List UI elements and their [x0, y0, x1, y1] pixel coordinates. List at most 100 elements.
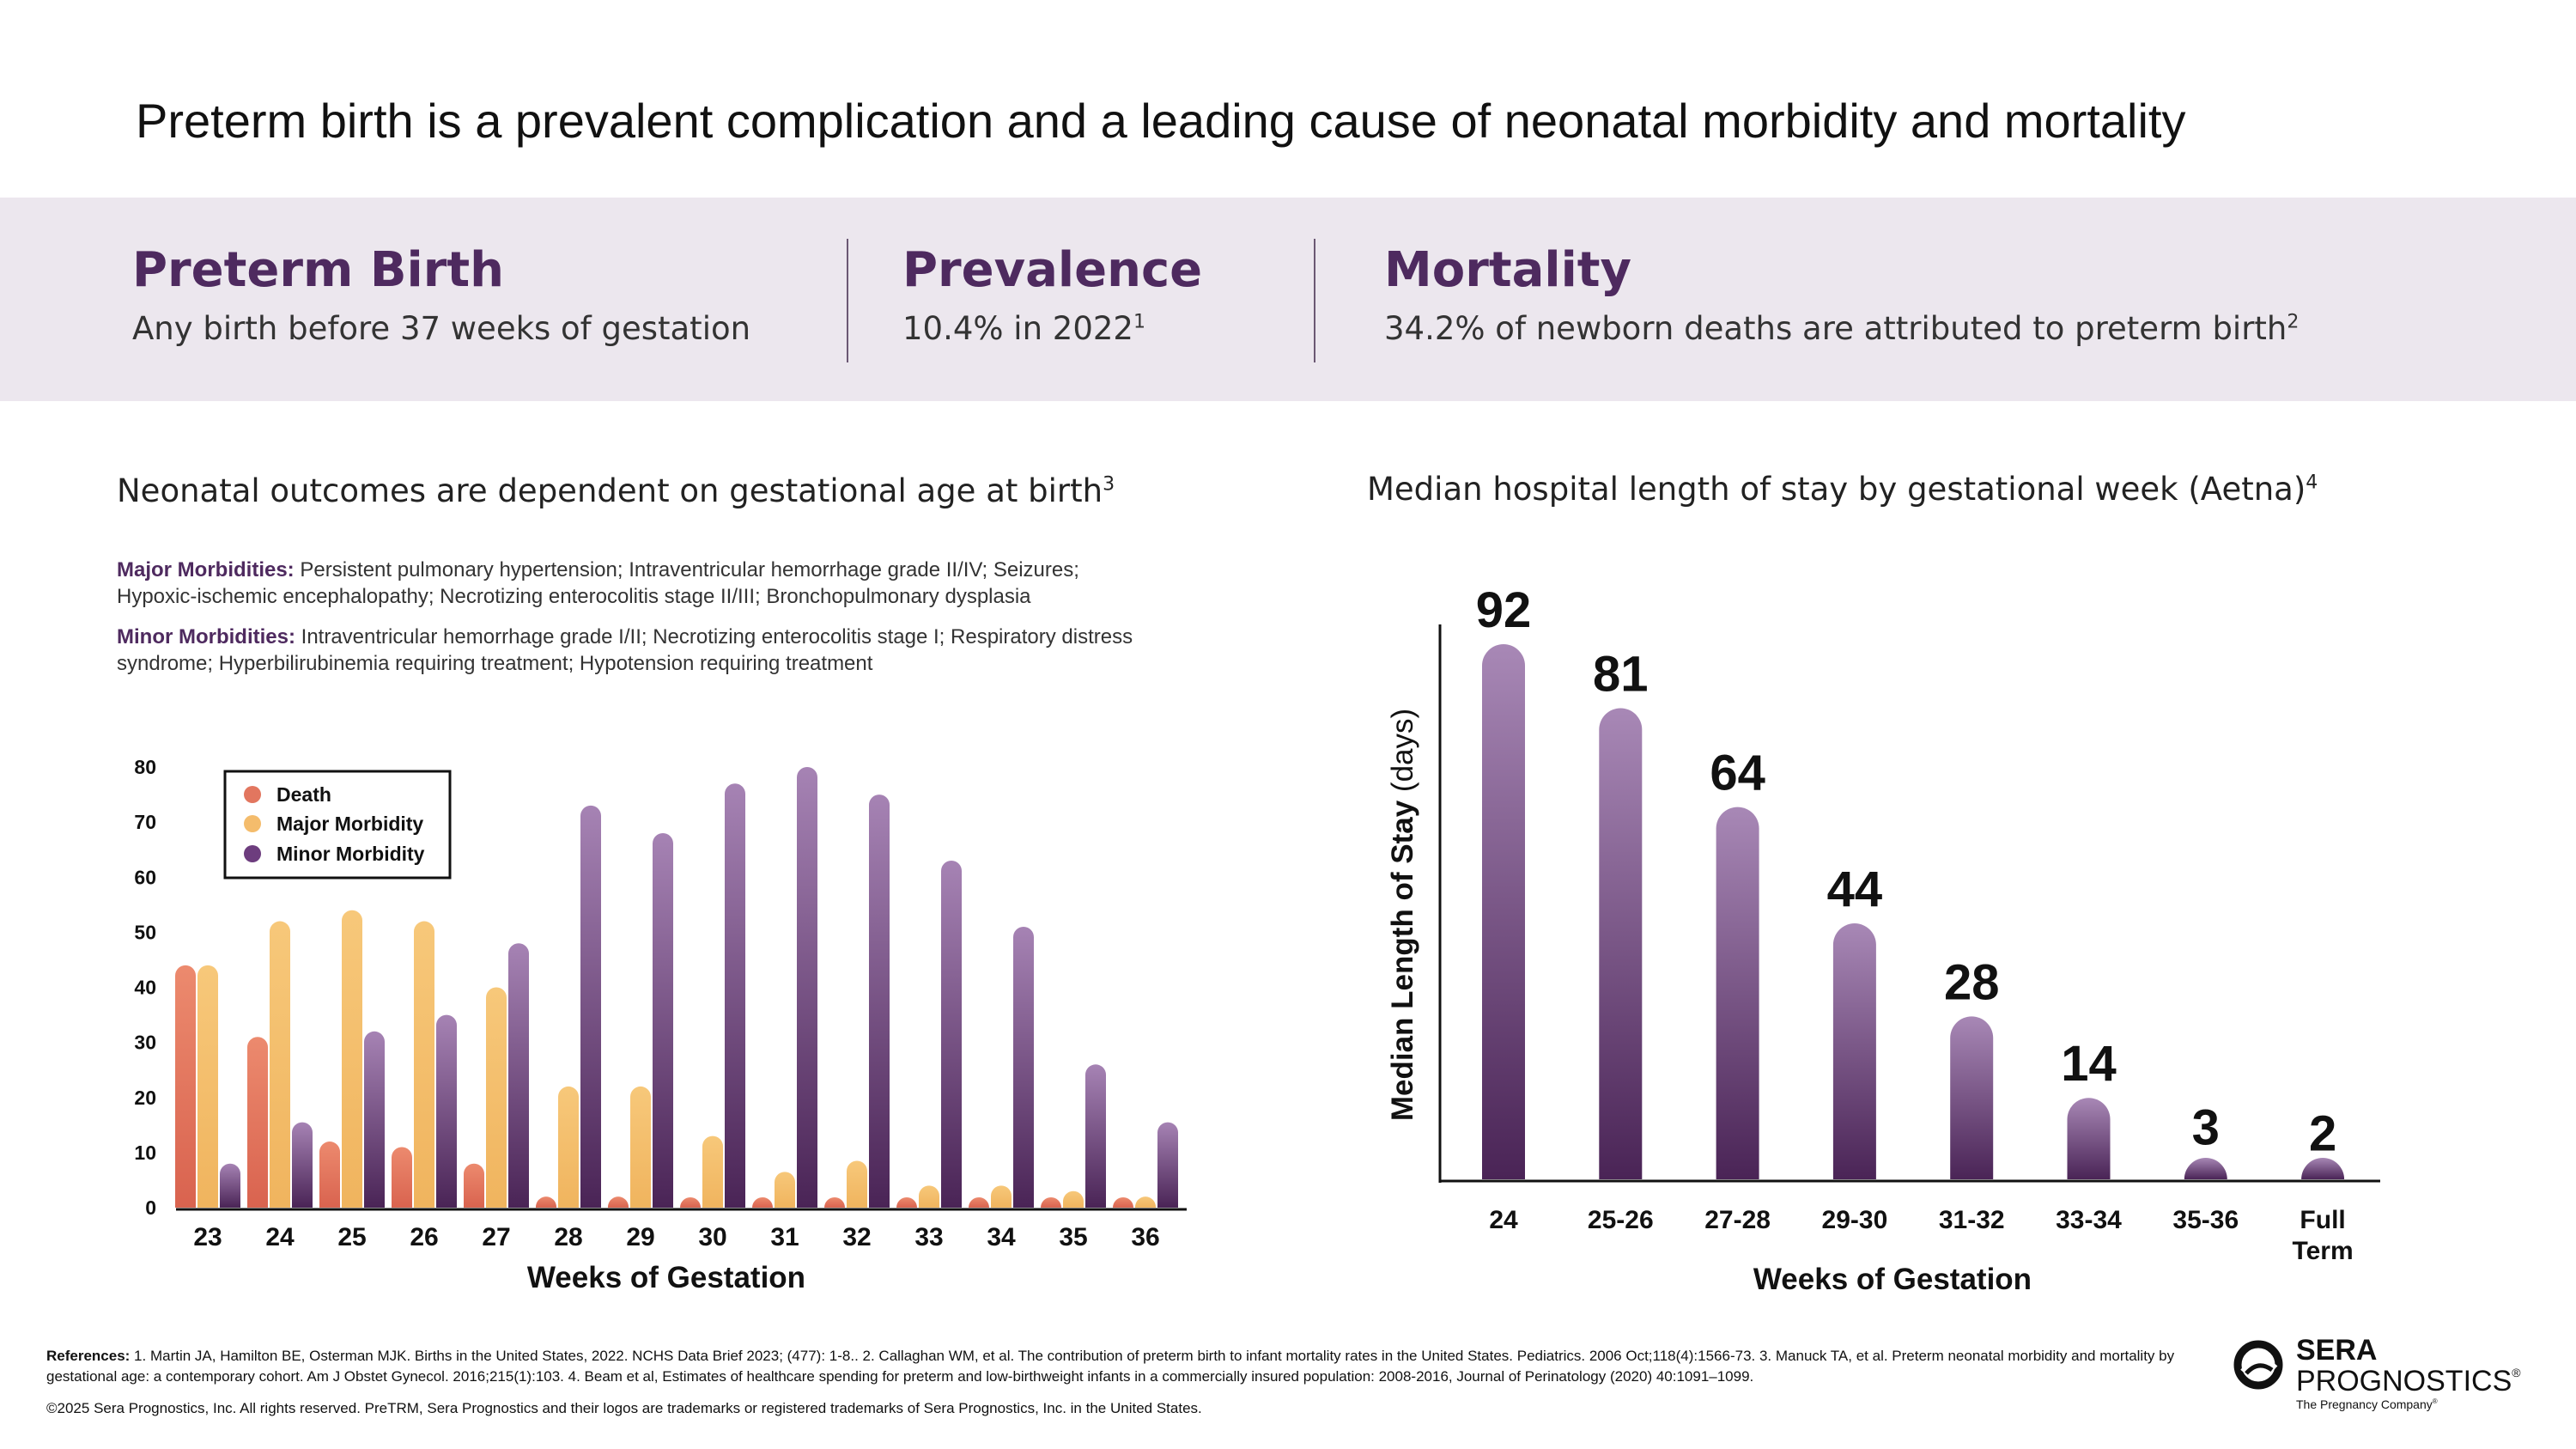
legend-label-major: Major Morbidity — [276, 813, 423, 835]
x-tick-label: Full Term — [2293, 1206, 2354, 1265]
major-label: Major Morbidities: — [117, 558, 295, 581]
bar-minor-morbidity-24 — [292, 1122, 313, 1208]
data-label: 14 — [2061, 1036, 2117, 1092]
bar-los-31-32 — [1950, 1016, 1994, 1179]
x-tick-label: 33-34 — [2056, 1206, 2122, 1234]
y-tick-label: 80 — [134, 756, 156, 778]
y-tick-label: 10 — [134, 1142, 156, 1164]
bar-death-32 — [824, 1197, 845, 1208]
x-tick-label: 24 — [265, 1223, 295, 1251]
stat-text: 34.2% of newborn deaths are attributed t… — [1384, 310, 2300, 347]
y-tick-label: 40 — [134, 977, 156, 999]
bar-major-morbidity-24 — [270, 921, 290, 1208]
bar-minor-morbidity-32 — [869, 795, 890, 1208]
bar-major-morbidity-27 — [486, 987, 507, 1208]
y-tick-label: 60 — [134, 866, 156, 888]
bar-minor-morbidity-34 — [1013, 926, 1034, 1208]
stat-mortality: Mortality 34.2% of newborn deaths are at… — [1384, 242, 2299, 347]
stat-heading: Mortality — [1384, 242, 1632, 298]
bar-major-morbidity-26 — [414, 921, 434, 1208]
bar-los-33-34 — [2067, 1098, 2111, 1179]
x-tick-label: 29-30 — [1822, 1206, 1888, 1234]
x-tick-label: 25-26 — [1588, 1206, 1654, 1234]
x-tick-label: 32 — [842, 1223, 871, 1251]
references: References: 1. Martin JA, Hamilton BE, O… — [46, 1346, 2210, 1387]
references-label: References: — [46, 1348, 131, 1364]
footnote-ref: 2 — [2287, 311, 2300, 333]
data-label: 3 — [2192, 1100, 2220, 1156]
bar-minor-morbidity-28 — [580, 805, 601, 1208]
bar-major-morbidity-30 — [702, 1135, 723, 1208]
stats-band: Preterm Birth Any birth before 37 weeks … — [0, 198, 2576, 401]
legend-box — [223, 770, 452, 880]
bar-major-morbidity-32 — [847, 1160, 867, 1208]
bar-major-morbidity-34 — [991, 1185, 1012, 1208]
legend-label-death: Death — [276, 783, 331, 806]
bar-los-full-term — [2301, 1158, 2345, 1179]
x-tick-label: 35-36 — [2172, 1206, 2239, 1234]
bar-minor-morbidity-29 — [653, 832, 673, 1208]
bar-minor-morbidity-31 — [797, 767, 817, 1208]
bar-death-26 — [392, 1147, 412, 1208]
divider — [1314, 239, 1315, 362]
y-tick-label: 0 — [145, 1196, 156, 1219]
logo-mark-icon — [2233, 1340, 2283, 1390]
x-axis-title: Weeks of Gestation — [527, 1261, 805, 1294]
divider — [847, 239, 848, 362]
bar-death-27 — [464, 1163, 484, 1208]
bar-major-morbidity-33 — [919, 1185, 939, 1208]
x-tick-label: 26 — [410, 1223, 438, 1251]
bar-minor-morbidity-26 — [436, 1014, 457, 1208]
x-tick-label: 31-32 — [1939, 1206, 2005, 1234]
bar-minor-morbidity-35 — [1085, 1064, 1106, 1208]
major-text: Persistent pulmonary hypertension; Intra… — [117, 558, 1079, 608]
bar-minor-morbidity-23 — [220, 1163, 240, 1208]
x-tick-label: 24 — [1489, 1206, 1518, 1234]
neonatal-outcomes-chart: 0 10 20 30 40 50 60 70 80 23 24 25 26 27 28 29 30 31 32 33… — [134, 756, 1187, 1294]
legend-swatch-minor — [244, 845, 261, 862]
bar-death-23 — [175, 965, 196, 1208]
bar-los-27-28 — [1716, 807, 1759, 1179]
minor-morbidities-note: Minor Morbidities: Intraventricular hemo… — [117, 624, 1164, 677]
copyright: ©2025 Sera Prognostics, Inc. All rights … — [46, 1400, 1202, 1416]
legend: Death Major Morbidity Minor Morbidity — [223, 770, 452, 880]
logo-line2: PROGNOSTICS® — [2296, 1365, 2521, 1397]
footnote-ref: 4 — [2306, 472, 2318, 494]
page-title: Preterm birth is a prevalent complicatio… — [136, 94, 2186, 148]
bar-major-morbidity-28 — [558, 1086, 579, 1208]
bar-death-31 — [752, 1197, 773, 1208]
logo-tagline: The Pregnancy Company® — [2296, 1397, 2438, 1411]
footnote-ref: 1 — [1133, 311, 1145, 333]
y-axis-title: Median Length of Stay (days) — [1386, 709, 1419, 1121]
x-tick-label: 28 — [554, 1223, 582, 1251]
bar-death-30 — [680, 1197, 701, 1208]
x-tick-label: 34 — [987, 1223, 1016, 1251]
x-tick-label: 25 — [337, 1223, 366, 1251]
bar-minor-morbidity-33 — [941, 861, 962, 1208]
stat-preterm-birth: Preterm Birth Any birth before 37 weeks … — [132, 242, 750, 347]
bar-death-25 — [319, 1142, 340, 1208]
bar-death-34 — [969, 1197, 989, 1208]
bar-death-28 — [536, 1196, 556, 1208]
y-tick-label: 50 — [134, 921, 156, 943]
bar-los-25-26 — [1599, 708, 1643, 1179]
references-text: 1. Martin JA, Hamilton BE, Osterman MJK.… — [46, 1348, 2175, 1385]
bar-major-morbidity-35 — [1063, 1190, 1084, 1208]
legend-label-minor: Minor Morbidity — [276, 843, 425, 865]
bar-major-morbidity-25 — [342, 910, 362, 1208]
bar-minor-morbidity-36 — [1157, 1122, 1178, 1208]
bar-minor-morbidity-27 — [508, 943, 529, 1208]
data-label: 2 — [2309, 1105, 2336, 1161]
x-tick-label: 27 — [482, 1223, 510, 1251]
stat-heading: Prevalence — [902, 242, 1203, 298]
x-tick-label: 35 — [1059, 1223, 1087, 1251]
y-tick-label: 70 — [134, 811, 156, 833]
legend-swatch-major — [244, 815, 261, 832]
x-tick-label: 30 — [698, 1223, 726, 1251]
data-label: 92 — [1476, 582, 1532, 638]
footnote-ref: 3 — [1103, 473, 1115, 496]
bar-death-35 — [1041, 1197, 1061, 1208]
sera-prognostics-logo: SERA PROGNOSTICS® The Pregnancy Company® — [2231, 1334, 2540, 1416]
stat-text: 10.4% in 20221 — [902, 310, 1145, 347]
left-chart-title: Neonatal outcomes are dependent on gesta… — [117, 472, 1115, 509]
